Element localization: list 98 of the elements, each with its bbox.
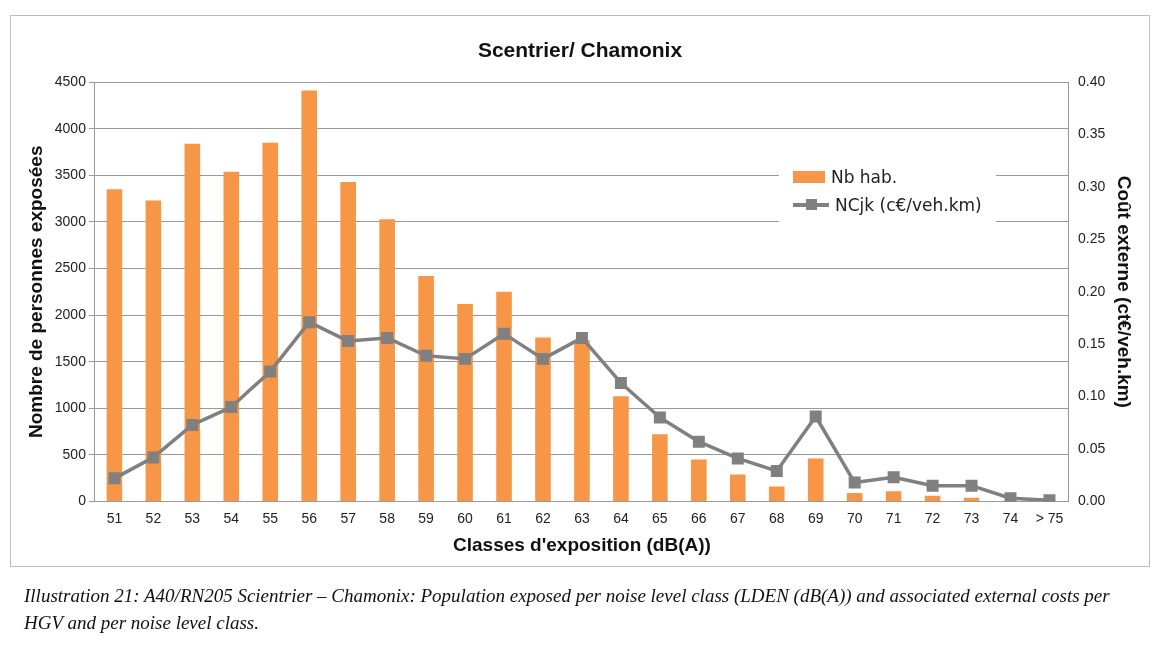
bar (340, 181, 356, 501)
bar (535, 337, 551, 501)
y-tick-label: 4500 (54, 73, 87, 90)
point (186, 418, 199, 431)
y-tick-label: 500 (62, 445, 87, 462)
y2-tick-label: 0.10 (1077, 387, 1106, 404)
bar (768, 486, 785, 501)
y2-tick-label: 0.40 (1077, 73, 1106, 90)
x-tick-label: 53 (184, 509, 201, 526)
y-tick-label: 1500 (54, 352, 87, 369)
x-tick-label: 57 (340, 509, 357, 526)
x-tick-label: 55 (262, 509, 279, 526)
bar (730, 474, 746, 501)
x-tick-label: 62 (535, 509, 551, 526)
bar (301, 90, 318, 501)
point (147, 451, 160, 464)
point (537, 352, 549, 365)
y2-tick-label: 0.35 (1077, 125, 1106, 142)
point (1004, 492, 1017, 502)
x-tick-label: 65 (652, 509, 668, 526)
point (731, 452, 744, 465)
bar (652, 434, 668, 501)
x-tick-label: 51 (106, 509, 123, 526)
bar (145, 200, 162, 501)
y-tick-label: 3000 (54, 212, 87, 229)
x-tick-label: 54 (223, 509, 240, 526)
y-tick-label: 4000 (54, 119, 87, 136)
x-tick-label: 60 (457, 509, 474, 526)
point (342, 335, 355, 348)
chart-title: Scentrier/ Chamonix (477, 38, 683, 62)
bar (457, 303, 473, 501)
y2-tick-label: 0.15 (1077, 335, 1106, 352)
bar (418, 275, 434, 501)
y2-tick-label: 0.20 (1077, 282, 1106, 299)
point (498, 327, 511, 340)
point (303, 316, 316, 329)
x-axis-title: Classes d'exposition (dB(A)) (453, 533, 711, 555)
x-tick-label: 64 (613, 509, 629, 526)
x-tick-label: 58 (379, 509, 396, 526)
x-tick-label: 73 (963, 509, 980, 526)
point (459, 352, 472, 365)
y-tick-label: 1000 (54, 399, 87, 416)
point (653, 411, 666, 424)
x-tick-label: 72 (924, 509, 941, 526)
point (887, 471, 900, 484)
point (264, 365, 277, 378)
bar (963, 497, 980, 501)
bar (223, 171, 240, 501)
x-tick-label: 61 (496, 509, 513, 526)
y2-tick-label: 0.25 (1077, 230, 1106, 247)
y-tick-label: 0 (78, 492, 87, 509)
bar (846, 493, 863, 501)
x-tick-label: 59 (418, 509, 435, 526)
point (848, 476, 861, 489)
x-tick-label: 66 (691, 509, 707, 526)
bar (691, 459, 707, 501)
point (965, 479, 978, 492)
point (225, 401, 238, 414)
x-tick-label: > 75 (1035, 509, 1064, 526)
point (809, 410, 822, 423)
bar (379, 219, 395, 501)
point (770, 465, 783, 477)
bar (613, 396, 629, 501)
point (575, 331, 588, 344)
x-tick-label: 69 (807, 509, 824, 526)
bar (885, 491, 902, 501)
point (420, 349, 433, 362)
legend-label: NCjk (c€/veh.km) (834, 195, 982, 216)
bar (184, 143, 201, 501)
bar (924, 495, 941, 501)
bar (106, 189, 123, 501)
bar (262, 142, 279, 501)
x-tick-label: 56 (301, 509, 318, 526)
y2-tick-label: 0.00 (1077, 492, 1106, 509)
x-tick-label: 67 (730, 509, 746, 526)
point (692, 435, 705, 448)
bar (574, 340, 590, 501)
x-tick-label: 63 (574, 509, 590, 526)
legend-label: Nb hab. (830, 167, 898, 188)
y2-tick-label: 0.30 (1077, 177, 1106, 194)
y2-tick-label: 0.05 (1077, 439, 1106, 456)
x-tick-label: 68 (768, 509, 785, 526)
bar (807, 458, 824, 501)
y-tick-label: 2500 (54, 259, 87, 276)
point (926, 479, 939, 492)
text: Illustration 21: A40/RN205 Scientrier – Chamonix: Population exposed per noise level class (LDEN (dB(A)) and associated external costs per HGV and per noise level class. (24, 584, 1111, 635)
y-tick-label: 3500 (54, 166, 87, 183)
point (381, 331, 394, 344)
y-tick-label: 2000 (54, 305, 87, 322)
point (108, 472, 121, 485)
x-tick-label: 70 (846, 509, 863, 526)
x-tick-label: 52 (145, 509, 162, 526)
x-tick-label: 71 (885, 509, 902, 526)
bar (496, 291, 512, 501)
x-tick-label: 74 (1002, 509, 1019, 526)
point (614, 376, 627, 389)
y-axis-title: Nombre de personnes exposées (24, 145, 46, 439)
y2-axis-title: Coût externe (ct€/veh.km) (1114, 175, 1136, 408)
